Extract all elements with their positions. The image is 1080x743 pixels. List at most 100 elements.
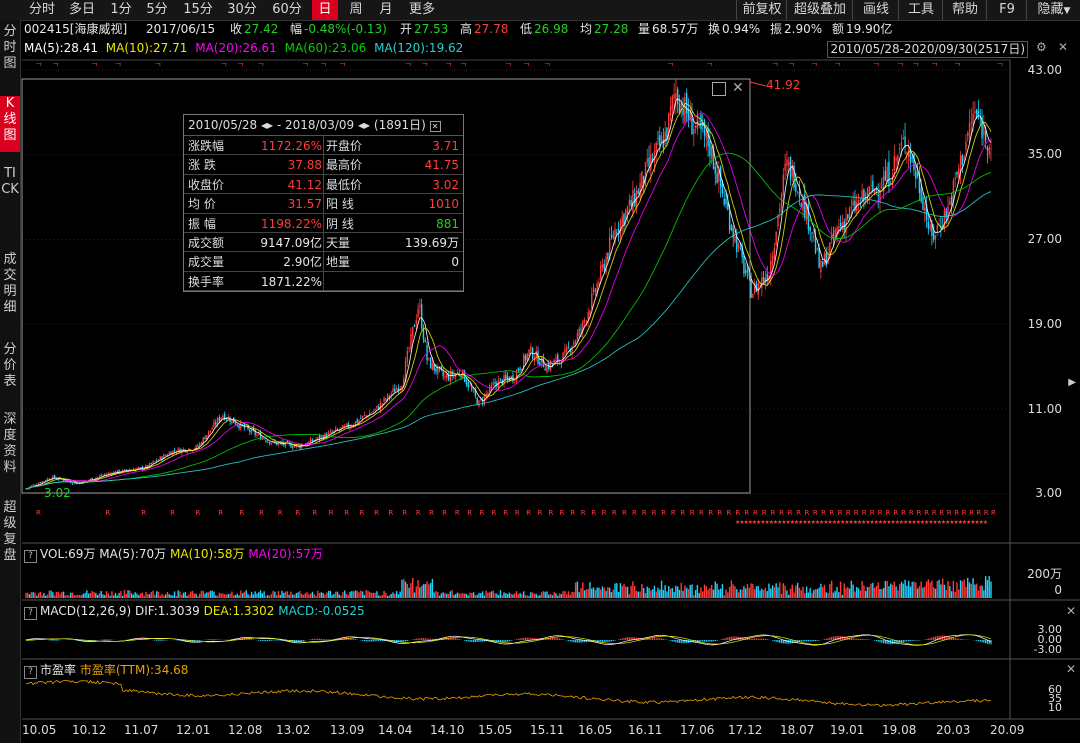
tab-15min[interactable]: 15分 xyxy=(183,2,213,17)
macd-bar xyxy=(499,640,502,643)
candle-body xyxy=(909,149,912,163)
settings-icon[interactable]: ⚙ xyxy=(1036,40,1047,54)
left-tab-tick[interactable]: TICK xyxy=(1,166,19,197)
volume-bar xyxy=(770,588,772,598)
macd-bar xyxy=(560,638,562,640)
star-marker: ★ xyxy=(941,519,946,526)
candle-body xyxy=(646,158,648,163)
star-marker: ★ xyxy=(777,519,782,526)
candle-body xyxy=(904,136,906,148)
draw-line-button[interactable]: 画线 xyxy=(852,0,899,20)
volume-bar xyxy=(107,593,110,598)
tab-more[interactable]: 更多 xyxy=(408,2,435,17)
volume-bar xyxy=(335,591,337,598)
macd-bar xyxy=(730,636,732,640)
volume-bar xyxy=(472,592,475,598)
star-marker: ★ xyxy=(853,519,858,526)
close-icon[interactable]: ✕ xyxy=(732,80,744,96)
macd-bar xyxy=(610,640,613,642)
tab-daily[interactable]: 日 xyxy=(312,0,338,20)
macd-bar xyxy=(526,637,528,640)
macd-bar xyxy=(823,639,826,640)
macd-bar xyxy=(800,640,802,642)
window-icon[interactable] xyxy=(712,82,726,96)
candle-body xyxy=(775,231,777,246)
arrows-icon[interactable]: ◂▸ xyxy=(358,118,371,132)
candle-body xyxy=(415,319,417,325)
candle-body xyxy=(906,151,908,154)
volume-bar xyxy=(172,595,174,598)
volume-bar xyxy=(308,594,310,598)
super-overlay-button[interactable]: 超级叠加 xyxy=(786,0,853,20)
candle-body xyxy=(403,378,405,387)
volume-bar xyxy=(320,592,323,598)
f9-button[interactable]: F9 xyxy=(986,0,1027,20)
tab-intraday[interactable]: 分时 xyxy=(28,2,55,17)
volume-bar xyxy=(338,594,341,598)
tab-5min[interactable]: 5分 xyxy=(146,2,168,17)
macd-bar xyxy=(401,640,403,643)
candle-body xyxy=(603,264,605,271)
arrows-icon[interactable]: ◂▸ xyxy=(261,118,274,132)
tab-30min[interactable]: 30分 xyxy=(227,2,257,17)
tab-weekly[interactable]: 周 xyxy=(349,2,363,17)
r-marker: R xyxy=(549,509,554,517)
candle-body xyxy=(600,265,602,279)
candle-body xyxy=(804,194,806,218)
macd-bar xyxy=(281,640,283,641)
macd-bar xyxy=(752,638,754,640)
date-range-selector[interactable]: 2010/05/28-2020/09/30(2517日) xyxy=(827,41,1028,58)
macd-bar xyxy=(319,638,321,640)
tab-monthly[interactable]: 月 xyxy=(379,2,393,17)
help-icon[interactable]: ? xyxy=(24,607,37,620)
expand-right-icon[interactable]: ▶ xyxy=(1068,377,1076,388)
tab-1min[interactable]: 1分 xyxy=(110,2,132,17)
stats-start-date[interactable]: 2010/05/28 xyxy=(188,118,258,132)
volume-bar xyxy=(499,590,502,598)
left-tab-kline[interactable]: K线图 xyxy=(0,96,20,152)
left-tab-price-table[interactable]: 分价表 xyxy=(3,342,17,389)
close-icon[interactable]: ✕ xyxy=(1058,40,1069,54)
star-marker: ★ xyxy=(743,519,748,526)
left-tab-depth-info[interactable]: 深度资料 xyxy=(3,412,17,475)
tab-multiday[interactable]: 多日 xyxy=(68,2,95,17)
left-tab-intraday[interactable]: 分时图 xyxy=(3,24,17,71)
help-button[interactable]: 帮助 xyxy=(942,0,987,20)
volume-bar xyxy=(687,589,690,598)
help-icon[interactable]: ? xyxy=(24,666,37,679)
left-tab-replay[interactable]: 超级复盘 xyxy=(3,500,17,563)
tools-button[interactable]: 工具 xyxy=(898,0,943,20)
candle-body xyxy=(168,452,170,455)
volume-bar xyxy=(231,591,233,598)
candle-body xyxy=(39,482,42,484)
macd-bar xyxy=(621,638,623,640)
quote-date: 2017/06/15 xyxy=(146,22,216,36)
macd-bar xyxy=(909,640,912,641)
stats-end-date[interactable]: - 2018/03/09 xyxy=(276,118,355,132)
star-marker: ★ xyxy=(890,519,895,526)
star-marker: ★ xyxy=(735,519,740,526)
r-marker: R xyxy=(359,509,364,517)
help-icon[interactable]: ? xyxy=(24,550,37,563)
macd-bar xyxy=(779,640,781,643)
stats-cell-6-3: 0 xyxy=(451,255,459,270)
macd-bar xyxy=(483,640,485,642)
r-marker: R xyxy=(622,509,627,517)
close-icon[interactable]: ✕ xyxy=(1065,604,1076,618)
volume-bar xyxy=(666,591,668,598)
macd-bar xyxy=(438,638,441,640)
top-toolbar: 分时 多日 1分 5分 15分 30分 60分 日 周 月 更多 前复权 超级叠… xyxy=(0,0,1080,21)
macd-bar xyxy=(250,639,253,640)
close-icon[interactable]: ✕ xyxy=(429,121,441,132)
hide-button[interactable]: 隐藏▼ xyxy=(1026,0,1080,20)
adjust-forward-button[interactable]: 前复权 xyxy=(736,0,787,20)
candle-body xyxy=(988,147,990,155)
tab-60min[interactable]: 60分 xyxy=(272,2,302,17)
left-tab-trade-detail[interactable]: 成交明细 xyxy=(3,252,17,315)
volume-bar xyxy=(403,578,405,598)
close-icon[interactable]: ✕ xyxy=(1065,662,1076,676)
macd-bar xyxy=(279,640,281,641)
candle-body xyxy=(451,371,453,377)
volume-bar xyxy=(945,589,947,598)
